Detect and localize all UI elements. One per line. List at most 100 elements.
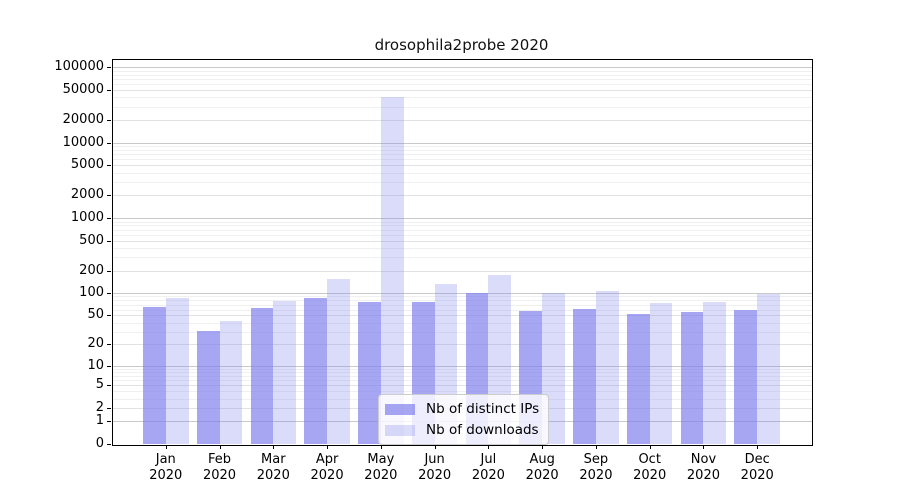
gridline-y-70000 <box>113 79 812 81</box>
x-tick-year: 2020 <box>202 468 237 483</box>
gridline-y-7000 <box>113 154 812 156</box>
bar-distinct-ips-jan <box>142 307 166 444</box>
bar-downloads-apr <box>327 279 350 444</box>
gridline-y-30 <box>113 331 812 333</box>
x-tick-year: 2020 <box>579 468 613 483</box>
gridline-y-300 <box>113 257 812 259</box>
y-tick-1000 <box>107 218 111 219</box>
legend-swatch-downloads <box>385 424 415 436</box>
gridline-y-800 <box>113 225 812 227</box>
y-tick-1 <box>107 421 111 422</box>
y-tick-label-2000: 2000 <box>70 187 104 203</box>
bar-distinct-ips-sep <box>573 308 596 444</box>
y-tick-2 <box>107 408 111 409</box>
gridline-y-3000 <box>113 182 812 184</box>
gridline-y-7 <box>113 375 812 377</box>
bar-distinct-ips-nov <box>680 312 704 444</box>
gridline-y-50 <box>113 315 812 317</box>
x-tick-label-mar: Mar 2020 <box>245 452 301 484</box>
gridline-y-10 <box>113 365 812 367</box>
gridline-y-6 <box>113 380 812 382</box>
bar-downloads-nov <box>703 301 727 444</box>
x-tick-month: Jan <box>155 452 176 467</box>
x-tick-label-may: May 2020 <box>353 452 409 484</box>
x-tick-year: 2020 <box>633 468 667 483</box>
x-tick-label-nov: Nov 2020 <box>675 452 731 484</box>
y-tick-label-200: 200 <box>79 262 104 278</box>
gridline-y-80 <box>113 300 812 302</box>
x-tick-aug <box>542 445 543 449</box>
x-tick-label-aug: Aug 2020 <box>514 452 570 484</box>
y-tick-label-10000: 10000 <box>62 134 104 150</box>
bar-downloads-jan <box>165 297 189 444</box>
y-tick-10000 <box>107 143 111 144</box>
plot-area: Nb of distinct IPs Nb of downloads <box>112 59 813 446</box>
gridline-y-4000 <box>113 172 812 174</box>
x-tick-may <box>381 445 382 449</box>
x-tick-year: 2020 <box>310 468 344 483</box>
y-tick-10 <box>107 366 111 367</box>
x-tick-year: 2020 <box>364 468 398 483</box>
x-tick-year: 2020 <box>686 468 720 483</box>
y-tick-label-500: 500 <box>79 232 104 248</box>
x-tick-month: May <box>367 452 395 467</box>
bar-distinct-ips-may <box>358 302 381 444</box>
gridline-y-70 <box>113 304 812 306</box>
y-tick-label-1000: 1000 <box>70 210 104 226</box>
gridline-y-60000 <box>113 84 812 86</box>
x-tick-year: 2020 <box>149 468 183 483</box>
gridline-y-100000 <box>113 67 812 69</box>
x-tick-oct <box>650 445 651 449</box>
x-tick-month: Oct <box>638 452 661 467</box>
y-tick-200 <box>107 271 111 272</box>
y-tick-label-0: 0 <box>95 436 104 451</box>
y-tick-label-1: 1 <box>95 413 104 429</box>
x-tick-month: Apr <box>315 452 339 467</box>
gridline-y-900 <box>113 221 812 223</box>
x-tick-feb <box>220 445 221 449</box>
x-tick-label-feb: Feb 2020 <box>192 452 248 484</box>
legend-label-distinct-ips: Nb of distinct IPs <box>426 401 540 417</box>
x-tick-month: Feb <box>208 452 232 467</box>
gridline-y-2000 <box>113 195 812 197</box>
y-tick-50 <box>107 315 111 316</box>
x-tick-month: Jul <box>480 452 497 467</box>
gridline-y-90 <box>113 296 812 298</box>
x-tick-year: 2020 <box>525 468 559 483</box>
gridline-y-700 <box>113 229 812 231</box>
x-tick-month: Aug <box>529 452 555 467</box>
bar-downloads-sep <box>595 290 619 444</box>
x-tick-apr <box>327 445 328 449</box>
x-tick-year: 2020 <box>418 468 452 483</box>
x-tick-label-sep: Sep 2020 <box>568 452 624 484</box>
gridline-y-8 <box>113 372 812 374</box>
gridline-y-60 <box>113 309 812 311</box>
bar-distinct-ips-feb <box>196 330 220 444</box>
bar-distinct-ips-apr <box>304 297 328 444</box>
gridline-y-9000 <box>113 146 812 148</box>
x-tick-jun <box>435 445 436 449</box>
gridline-y-10000 <box>113 142 812 144</box>
legend-item-distinct-ips: Nb of distinct IPs <box>385 401 539 417</box>
legend: Nb of distinct IPs Nb of downloads <box>378 394 550 445</box>
x-tick-year: 2020 <box>471 468 505 483</box>
y-tick-2000 <box>107 195 111 196</box>
y-tick-label-2: 2 <box>95 400 104 416</box>
y-tick-label-5: 5 <box>95 377 104 393</box>
y-tick-label-100: 100 <box>79 285 104 301</box>
gridline-y-90000 <box>113 70 812 72</box>
bar-downloads-oct <box>649 303 673 444</box>
gridline-y-30000 <box>113 106 812 108</box>
bar-downloads-feb <box>219 320 243 444</box>
y-tick-20 <box>107 344 111 345</box>
gridline-y-20 <box>113 344 812 346</box>
bar-distinct-ips-dec <box>734 310 758 444</box>
bar-downloads-may <box>380 96 404 444</box>
x-tick-label-oct: Oct 2020 <box>622 452 678 484</box>
gridline-y-200 <box>113 270 812 272</box>
legend-swatch-distinct-ips <box>385 403 415 415</box>
gridline-y-100 <box>113 293 812 295</box>
y-tick-500 <box>107 241 111 242</box>
x-tick-dec <box>757 445 758 449</box>
